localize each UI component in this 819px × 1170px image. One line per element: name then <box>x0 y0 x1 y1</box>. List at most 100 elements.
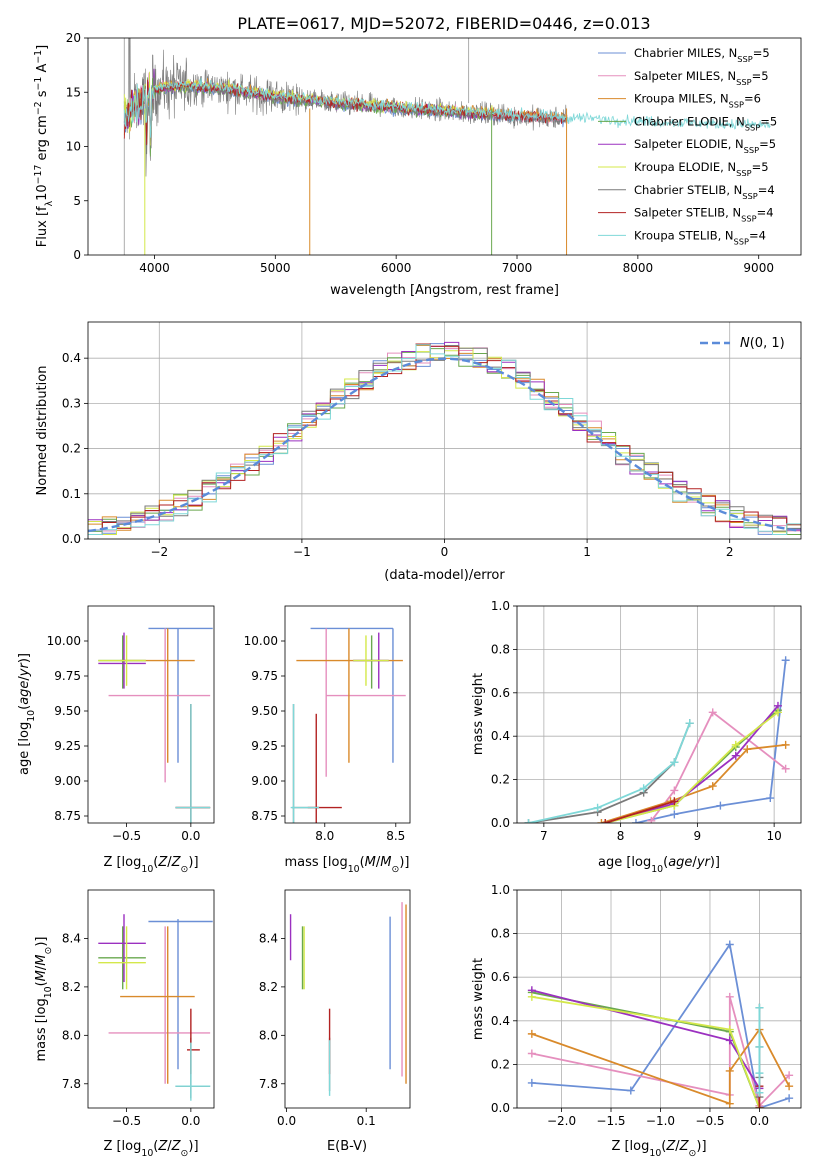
weight-line <box>605 705 779 823</box>
y-tick-label: 9.50 <box>251 704 278 718</box>
weight-marker <box>685 719 694 728</box>
errorbar-point <box>98 926 146 990</box>
y-axis-label: mass weight <box>471 673 486 755</box>
legend-label: N(0, 1) <box>740 336 785 351</box>
x-axis-label: Z [log10(Z/Z⊙)] <box>103 855 198 875</box>
model-spectrum-line <box>123 77 771 138</box>
y-tick-label: 0 <box>73 248 81 262</box>
weight-marker <box>731 740 740 749</box>
weight-marker <box>631 819 640 823</box>
x-tick-label: −2.0 <box>547 1114 576 1128</box>
weight-marker <box>785 1082 794 1091</box>
legend-label: Chabrier ELODIE, NSSP=5 <box>634 114 777 132</box>
weight-marker <box>597 819 606 823</box>
y-tick-label: 9.75 <box>251 669 278 683</box>
normal-curve <box>88 357 801 533</box>
weight-marker <box>755 1069 764 1078</box>
y-tick-label: 8.0 <box>259 1028 278 1042</box>
x-tick-label: 8.0 <box>315 829 334 843</box>
y-tick-label: 8.75 <box>54 809 81 823</box>
legend-label: Salpeter MILES, NSSP=5 <box>634 69 769 87</box>
weight-marker <box>785 1094 794 1103</box>
y-tick-label: 8.2 <box>62 980 81 994</box>
weight-marker <box>743 745 752 754</box>
weight-marker <box>725 1036 734 1045</box>
x-axis-label: E(B-V) <box>327 1139 367 1154</box>
y-tick-label: 20 <box>66 31 81 45</box>
y-tick-label: 9.75 <box>54 669 81 683</box>
y-tick-label: 8.2 <box>259 980 278 994</box>
y-tick-label: 1.0 <box>491 599 510 613</box>
weight-lines <box>527 940 794 1108</box>
axes-frame <box>87 321 802 540</box>
x-axis-label: mass [log10(M/M⊙)] <box>285 855 410 875</box>
x-tick-label: −0.5 <box>695 1114 724 1128</box>
y-tick-label: 10.00 <box>244 634 278 648</box>
y-tick-label: 10.00 <box>47 634 81 648</box>
y-tick-label: 0.3 <box>62 396 81 410</box>
age-vs-metallicity-panel: −0.5 0.0 8.75 9.00 9.25 9.50 9.75 10.00 Z [log10… <box>17 605 215 875</box>
errorbar-point <box>290 704 320 823</box>
weight-marker <box>524 819 533 823</box>
weight-marker <box>755 1104 764 1108</box>
axes-frame <box>516 889 802 1109</box>
weight-marker <box>601 819 610 823</box>
errorbar-point <box>98 926 146 990</box>
weight-marker <box>716 801 725 810</box>
age-vs-mass-panel: 8.0 8.5 8.75 9.00 9.25 9.50 9.75 10.00 mass [log… <box>244 605 411 875</box>
legend: Chabrier MILES, NSSP=5 Salpeter MILES, NS… <box>598 46 777 246</box>
x-tick-label: 9 <box>694 829 702 843</box>
errorbar-point <box>175 1042 211 1101</box>
data-spectrum-line <box>124 38 568 177</box>
errorbars <box>98 627 213 823</box>
errorbar-point <box>120 926 195 1084</box>
x-tick-label: 0.1 <box>357 1114 376 1128</box>
x-tick-label: 0.0 <box>181 1114 200 1128</box>
y-axis-label: Flux [fλ10−17 erg cm−2 s−1 A−1] <box>33 45 55 247</box>
mass-vs-metallicity-panel: −0.5 0.0 7.8 8.0 8.2 8.4 Z [log10(Z/Z⊙)] mass [… <box>34 889 215 1159</box>
weight-marker <box>781 740 790 749</box>
axes-frame <box>284 605 411 824</box>
weight-marker <box>626 1086 635 1095</box>
errorbar-point <box>175 704 211 823</box>
weight-line <box>605 800 675 823</box>
residuals-panel: −2 −1 0 1 2 0.0 0.1 0.2 0.3 0.4 (data-model)/error… <box>35 321 802 583</box>
y-tick-label: 0.6 <box>491 970 510 984</box>
weight-marker <box>755 1088 764 1097</box>
y-tick-label: 15 <box>66 85 81 99</box>
x-tick-label: 8000 <box>623 261 654 275</box>
x-axis-label: (data-model)/error <box>384 568 505 583</box>
weight-marker <box>527 1029 536 1038</box>
weight-marker <box>725 992 734 1001</box>
y-axis-label: mass weight <box>471 958 486 1040</box>
x-tick-label: 8.5 <box>386 829 405 843</box>
y-tick-label: 0.4 <box>491 729 510 743</box>
axes-frame <box>87 37 802 256</box>
weight-line <box>605 711 779 823</box>
y-tick-label: 0.1 <box>62 487 81 501</box>
weight-marker <box>766 794 775 803</box>
weight-marker <box>725 1025 734 1034</box>
legend-label: Salpeter STELIB, NSSP=4 <box>634 206 774 224</box>
spectrum-panel: 4000 5000 6000 7000 8000 9000 0 5 10 15 20 waveleng… <box>33 31 802 298</box>
weight-vs-metallicity-panel: −2.0 −1.5 −1.0 −0.5 0.0 0.0 0.2 0.4 0.6 0.8 1.0 Z [… <box>471 883 802 1159</box>
mass-vs-ebv-panel: 0.0 0.1 7.8 8.0 8.2 8.4 E(B-V) <box>259 889 411 1154</box>
x-tick-label: 4000 <box>139 261 170 275</box>
weight-marker <box>593 803 602 812</box>
x-tick-label: 8 <box>617 829 625 843</box>
weight-vs-age-panel: 7 8 9 10 0.0 0.2 0.4 0.6 0.8 1.0 age [log10(age/yr… <box>471 599 802 875</box>
y-tick-label: 5 <box>73 194 81 208</box>
weight-marker <box>670 797 679 806</box>
y-tick-label: 8.4 <box>62 931 81 945</box>
legend-label: Salpeter ELODIE, NSSP=5 <box>634 137 776 155</box>
y-tick-label: 0.4 <box>62 351 81 365</box>
axes-frame <box>516 605 802 824</box>
errorbar-point <box>292 704 320 823</box>
x-tick-label: 1 <box>583 545 591 559</box>
x-axis-label: Z [log10(Z/Z⊙)] <box>103 1139 198 1159</box>
weight-marker <box>731 751 740 760</box>
weight-marker <box>527 992 536 1001</box>
x-tick-label: 9000 <box>743 261 774 275</box>
y-tick-label: 9.00 <box>54 774 81 788</box>
x-tick-label: 7000 <box>502 261 533 275</box>
